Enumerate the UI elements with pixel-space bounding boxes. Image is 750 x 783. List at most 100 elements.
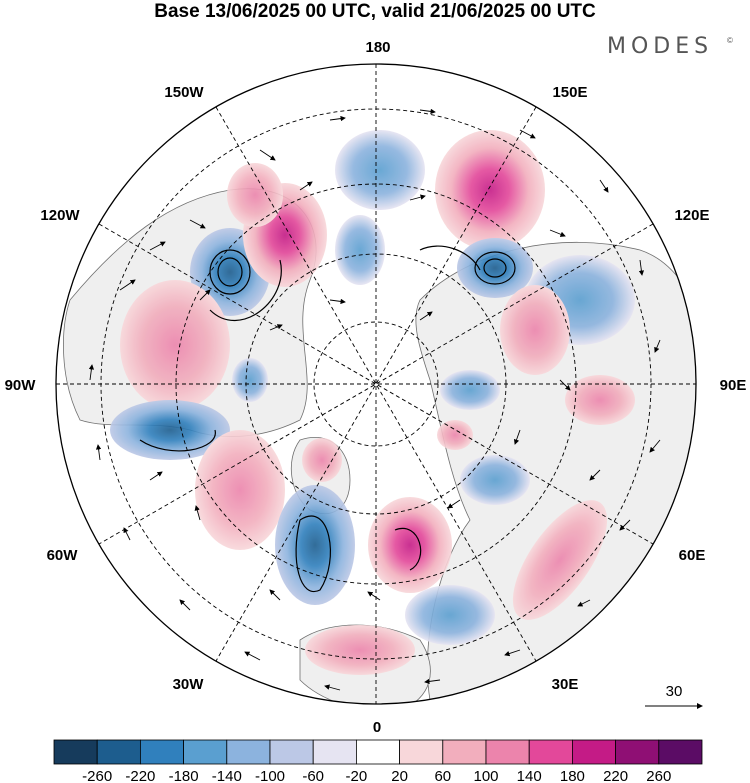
wind-arrow: [324, 684, 341, 691]
colorbar-tick-label: -140: [212, 768, 242, 783]
colorbar-tick-label: -60: [302, 768, 324, 783]
wind-arrow: [149, 471, 163, 481]
wind-arrow: [504, 649, 521, 657]
meridian-line: [215, 106, 537, 662]
colorbar-tick-label: 20: [391, 768, 408, 783]
meridian-line: [98, 223, 654, 545]
colorbar-swatch: [269, 739, 314, 765]
longitude-label: 60W: [47, 547, 79, 564]
longitude-label: 30W: [173, 676, 205, 693]
colorbar-swatch: [226, 739, 271, 765]
longitude-label: 90E: [720, 377, 747, 394]
colorbar-swatch: [485, 739, 530, 765]
wind-arrow: [149, 241, 166, 251]
wind-arrow: [95, 444, 102, 461]
wind-arrow: [299, 181, 313, 191]
wind-arrow: [367, 591, 381, 601]
colorbar-tick-label: -180: [169, 768, 199, 783]
wind-arrow: [329, 115, 346, 122]
wind-arrow: [649, 439, 661, 453]
contour-line: [139, 429, 216, 452]
height-contours: [139, 245, 516, 593]
wind-vectors: [88, 108, 661, 691]
colorbar-tick-label: 180: [560, 768, 585, 783]
contour-line: [483, 258, 507, 278]
wind-arrow: [549, 229, 566, 237]
anomaly-positive: [435, 130, 545, 250]
anomaly-positive: [500, 285, 570, 375]
longitude-label: 90W: [5, 377, 37, 394]
wind-arrow: [513, 429, 521, 445]
colorbar-tick-label: -260: [82, 768, 112, 783]
longitude-label: 60E: [679, 547, 706, 564]
wind-arrow: [559, 379, 571, 391]
wind-arrow: [269, 324, 283, 331]
colorbar-swatch: [183, 739, 228, 765]
wind-arrow: [419, 108, 436, 115]
wind-arrow: [409, 194, 426, 201]
colorbar-swatch: [399, 739, 444, 765]
copyright-mark: ©: [727, 36, 733, 45]
colorbar-swatch: [312, 739, 357, 765]
contour-line: [394, 527, 422, 571]
wind-arrow: [189, 219, 206, 229]
wind-arrow: [654, 339, 661, 353]
anomaly-negative: [110, 400, 230, 460]
wind-arrow: [589, 469, 601, 481]
longitude-label: 150W: [164, 84, 204, 101]
colorbar-tick-label: 260: [646, 768, 671, 783]
reference-vector-label: 30: [666, 683, 683, 700]
wind-arrow: [123, 527, 131, 541]
colorbar-tick-label: -20: [346, 768, 368, 783]
wind-arrow: [419, 311, 433, 321]
colorbar-tick-label: 220: [603, 768, 628, 783]
reference-vector: 30: [645, 683, 703, 709]
anomaly-negative: [232, 358, 268, 402]
anomaly-negative: [335, 130, 425, 210]
map-disk: [56, 64, 696, 704]
contour-line: [209, 259, 282, 322]
wind-arrow: [179, 599, 191, 611]
wind-arrow: [269, 589, 281, 601]
meridian-line: [215, 106, 537, 662]
wind-arrow: [194, 505, 201, 521]
longitude-label: 0: [373, 719, 381, 736]
modes-logo: MODES: [607, 34, 714, 59]
anomaly-negative: [457, 238, 533, 298]
colorbar-tick-label: -100: [255, 768, 285, 783]
anomaly-positive: [302, 438, 342, 482]
anomaly-positive: [512, 500, 608, 620]
anomaly-positive: [437, 420, 473, 450]
longitude-labels: 180 150E 120E 90E 60E 30E 0 30W 60W 90W …: [5, 39, 747, 736]
anomaly-negative: [275, 485, 355, 605]
wind-arrow: [519, 129, 536, 139]
colorbar-swatch: [572, 739, 617, 765]
wind-arrow: [577, 599, 591, 607]
map-boundary: [55, 63, 697, 705]
colorbar-tick-label: 100: [473, 768, 498, 783]
longitude-label: 120E: [674, 207, 709, 224]
longitude-label: 120W: [40, 207, 80, 224]
colorbar-swatch: [615, 739, 660, 765]
anomaly-negative: [460, 455, 530, 505]
colorbar-swatch: [658, 739, 703, 765]
map-title: Base 13/06/2025 00 UTC, valid 21/06/2025…: [154, 1, 596, 22]
wind-arrow: [259, 149, 276, 161]
colorbar-swatch: [442, 739, 487, 765]
longitude-label: 180: [365, 39, 390, 56]
meridian-line: [98, 223, 654, 545]
longitude-label: 30E: [552, 676, 579, 693]
colorbar-tick-label: 140: [517, 768, 542, 783]
wind-arrow: [119, 279, 136, 291]
colorbar-tick-label: 60: [434, 768, 451, 783]
anomaly-negative: [405, 585, 495, 645]
anomaly-negative: [440, 370, 500, 410]
anomaly-shading: [110, 130, 635, 675]
anomaly-positive: [195, 430, 285, 550]
contour-line: [209, 249, 251, 295]
wind-arrow: [199, 289, 211, 301]
wind-arrow: [88, 364, 95, 381]
colorbar: -260 -220 -180 -140 -100 -60 -20 20 60 100 140 180 2…: [53, 739, 703, 783]
colorbar-swatch: [96, 739, 141, 765]
